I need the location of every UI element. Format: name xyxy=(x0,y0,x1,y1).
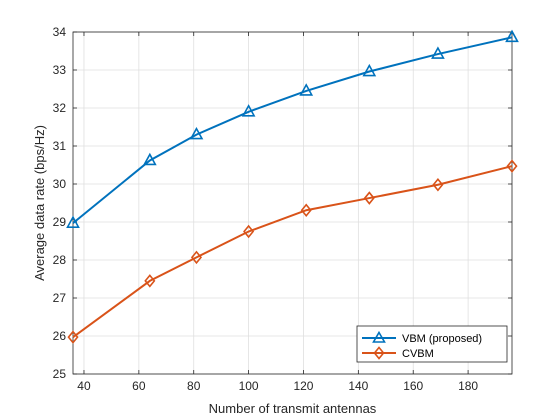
data-point-0-4 xyxy=(299,83,314,96)
plot-frame xyxy=(72,31,513,375)
series-line-1 xyxy=(72,165,513,338)
data-point-0-3 xyxy=(241,104,256,117)
y-tick-label: 34 xyxy=(53,25,67,39)
y-axis-label: Average data rate (bps/Hz) xyxy=(32,125,47,281)
data-point-0-0 xyxy=(66,215,80,228)
legend: VBM (proposed) CVBM xyxy=(356,325,508,363)
axis-ticks: 40 60 80 100 120 140 160 180 25 26 27 28 29 30 31 32 33 3… xyxy=(53,25,512,393)
data-point-0-6 xyxy=(431,46,445,59)
x-tick-label: 100 xyxy=(239,379,259,393)
legend-marker-vbm xyxy=(372,330,386,343)
series-line-0 xyxy=(72,36,513,224)
y-tick-label: 27 xyxy=(53,291,67,305)
y-tick-label: 29 xyxy=(53,215,67,229)
y-tick-label: 33 xyxy=(53,63,67,77)
y-tick-label: 28 xyxy=(53,253,67,267)
y-tick-label: 32 xyxy=(53,101,67,115)
data-point-1-1 xyxy=(144,274,156,288)
legend-label-vbm: VBM (proposed) xyxy=(402,333,482,345)
x-tick-label: 80 xyxy=(187,379,201,393)
data-point-0-1 xyxy=(142,152,157,166)
data-point-1-0 xyxy=(67,330,79,344)
data-point-0-7 xyxy=(505,29,519,43)
y-tick-label: 31 xyxy=(53,139,67,153)
x-tick-label: 140 xyxy=(348,379,368,393)
data-point-1-5 xyxy=(363,191,375,205)
data-point-1-2 xyxy=(190,250,203,265)
legend-label-cvbm: CVBM xyxy=(402,348,434,360)
x-tick-label: 120 xyxy=(293,379,313,393)
x-axis-label: Number of transmit antennas xyxy=(209,401,377,416)
y-tick-label: 26 xyxy=(53,329,67,343)
x-tick-label: 60 xyxy=(132,379,146,393)
x-tick-label: 160 xyxy=(403,379,423,393)
legend-marker-cvbm xyxy=(373,346,385,360)
data-point-0-5 xyxy=(362,63,377,77)
series-group xyxy=(66,29,519,344)
y-tick-label: 25 xyxy=(53,367,67,381)
data-point-0-2 xyxy=(189,126,204,140)
data-point-1-3 xyxy=(243,224,255,239)
data-point-1-7 xyxy=(506,159,518,173)
plot-area xyxy=(73,32,512,374)
data-point-1-6 xyxy=(432,177,444,192)
x-tick-label: 40 xyxy=(77,379,91,393)
data-point-1-4 xyxy=(300,203,312,217)
x-tick-label: 180 xyxy=(458,379,478,393)
y-tick-label: 30 xyxy=(53,177,67,191)
